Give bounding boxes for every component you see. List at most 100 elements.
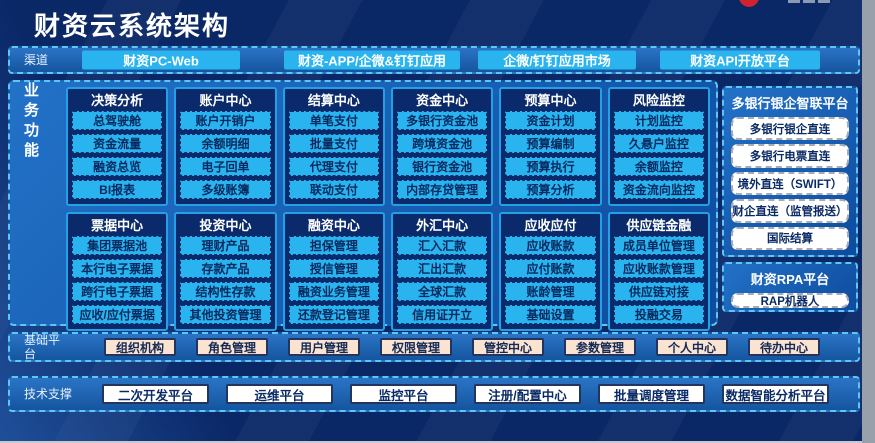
- channel-app-button[interactable]: 财资-APP/企微&钉钉应用: [284, 50, 460, 70]
- module-chip[interactable]: 预算执行: [505, 157, 596, 176]
- group-title: 应收应付: [524, 218, 577, 233]
- role-management-button[interactable]: 角色管理: [196, 338, 268, 356]
- module-chip[interactable]: 银行资金池: [397, 157, 488, 176]
- regulatory-link-item[interactable]: 财企直连（监管报送）: [731, 199, 849, 223]
- permission-management-button[interactable]: 权限管理: [380, 338, 452, 356]
- parameter-management-button[interactable]: 参数管理: [564, 338, 636, 356]
- channel-api-button[interactable]: 财资API开放平台: [660, 50, 820, 70]
- group-budget-center: 预算中心 资金计划 预算编制 预算执行 预算分析: [499, 87, 602, 206]
- base-platform-label: 基础平台: [24, 333, 61, 361]
- module-chip[interactable]: 结构性存款: [180, 282, 271, 301]
- module-chip[interactable]: 总驾驶舱: [72, 111, 163, 130]
- todo-center-button[interactable]: 待办中心: [748, 338, 820, 356]
- module-chip[interactable]: 账龄管理: [505, 282, 596, 301]
- ops-platform-button[interactable]: 运维平台: [226, 384, 333, 404]
- module-chip[interactable]: 内部存贷管理: [397, 180, 488, 199]
- module-chip[interactable]: 代理支付: [288, 157, 379, 176]
- dev-platform-button[interactable]: 二次开发平台: [102, 384, 209, 404]
- group-title: 决策分析: [91, 93, 144, 108]
- module-chip[interactable]: 汇出汇款: [397, 259, 488, 278]
- control-center-button[interactable]: 管控中心: [472, 338, 544, 356]
- group-title: 外汇中心: [416, 218, 469, 233]
- group-forex-center: 外汇中心 汇入汇款 汇出汇款 全球汇款 信用证开立: [391, 212, 494, 331]
- module-chip[interactable]: 信用证开立: [397, 305, 488, 324]
- module-chip[interactable]: 集团票据池: [72, 236, 163, 255]
- tech-support-label: 技术支撑: [24, 387, 73, 401]
- module-chip[interactable]: 单笔支付: [288, 111, 379, 130]
- module-chip[interactable]: 多级账簿: [180, 180, 271, 199]
- module-chip[interactable]: 存款产品: [180, 259, 271, 278]
- module-chip[interactable]: 电子回单: [180, 157, 271, 176]
- group-title: 供应链金融: [626, 218, 692, 233]
- module-chip[interactable]: 久悬户监控: [613, 134, 704, 153]
- module-chip[interactable]: 授信管理: [288, 259, 379, 278]
- registry-config-button[interactable]: 注册/配置中心: [474, 384, 581, 404]
- module-chip[interactable]: 本行电子票据: [72, 259, 163, 278]
- module-chip[interactable]: 账户开销户: [180, 111, 271, 130]
- user-management-button[interactable]: 用户管理: [288, 338, 360, 356]
- international-settlement-item[interactable]: 国际结算: [731, 226, 849, 251]
- module-chip[interactable]: 融资总览: [72, 157, 163, 176]
- business-functions-grid: 决策分析 总驾驶舱 资金流量 融资总览 BI报表 账户中心 账户开销户 余额明细…: [66, 87, 710, 331]
- module-chip[interactable]: 资金流向监控: [613, 180, 704, 199]
- module-chip[interactable]: 担保管理: [288, 236, 379, 255]
- module-chip[interactable]: 供应链对接: [613, 282, 704, 301]
- module-chip[interactable]: 资金流量: [72, 134, 163, 153]
- org-structure-button[interactable]: 组织机构: [104, 338, 176, 356]
- module-chip[interactable]: 计划监控: [613, 111, 704, 130]
- module-chip[interactable]: BI报表: [72, 180, 163, 199]
- data-analysis-platform-button[interactable]: 数据智能分析平台: [722, 384, 829, 404]
- module-chip[interactable]: 多银行资金池: [397, 111, 488, 130]
- module-chip[interactable]: 汇入汇款: [397, 236, 488, 255]
- right-edge-strip: [862, 0, 875, 443]
- channel-pc-web-button[interactable]: 财资PC-Web: [82, 50, 240, 70]
- module-chip[interactable]: 理财产品: [180, 236, 271, 255]
- module-chip[interactable]: 跨境资金池: [397, 134, 488, 153]
- swift-link-item[interactable]: 境外直连（SWIFT）: [731, 171, 849, 196]
- module-chip[interactable]: 还款登记管理: [288, 305, 379, 324]
- group-title: 账户中心: [199, 93, 252, 108]
- module-chip[interactable]: 应收账款管理: [613, 259, 704, 278]
- group-receivables-payables: 应收应付 应收账款 应付账款 账龄管理 基础设置: [499, 212, 602, 331]
- rpa-platform-panel: 财资RPA平台 RAP机器人: [722, 262, 858, 312]
- rpa-platform-title: 财资RPA平台: [750, 272, 830, 287]
- module-chip[interactable]: 应收/应付票据: [72, 305, 163, 324]
- monitor-platform-button[interactable]: 监控平台: [350, 384, 457, 404]
- personal-center-button[interactable]: 个人中心: [656, 338, 728, 356]
- module-chip[interactable]: 联动支付: [288, 180, 379, 199]
- base-platform-bar: 基础平台 组织机构 角色管理 用户管理 权限管理 管控中心 参数管理 个人中心 …: [8, 332, 860, 362]
- tech-support-buttons: 二次开发平台 运维平台 监控平台 注册/配置中心 批量调度管理 数据智能分析平台: [102, 384, 829, 404]
- base-platform-buttons: 组织机构 角色管理 用户管理 权限管理 管控中心 参数管理 个人中心 待办中心: [104, 338, 820, 356]
- module-chip[interactable]: 预算分析: [505, 180, 596, 199]
- module-chip[interactable]: 应收账款: [505, 236, 596, 255]
- module-chip[interactable]: 跨行电子票据: [72, 282, 163, 301]
- channel-bar-label: 渠道: [24, 53, 49, 67]
- module-chip[interactable]: 资金计划: [505, 111, 596, 130]
- group-investment-center: 投资中心 理财产品 存款产品 结构性存款 其他投资管理: [174, 212, 277, 331]
- module-chip[interactable]: 其他投资管理: [180, 305, 271, 324]
- batch-schedule-button[interactable]: 批量调度管理: [598, 384, 705, 404]
- bank-link-platform-panel: 多银行银企智联平台 多银行银企直连 多银行电票直连 境外直连（SWIFT） 财企…: [722, 86, 858, 257]
- module-chip[interactable]: 融资业务管理: [288, 282, 379, 301]
- bank-direct-link-item[interactable]: 多银行银企直连: [731, 117, 849, 141]
- group-title: 风险监控: [632, 93, 685, 108]
- business-functions-label: 业务功能: [22, 82, 39, 162]
- module-chip[interactable]: 全球汇款: [397, 282, 488, 301]
- module-chip[interactable]: 基础设置: [505, 305, 596, 324]
- rpa-robot-item[interactable]: RAP机器人: [731, 293, 849, 308]
- bottom-edge-strip: [0, 441, 862, 443]
- module-chip[interactable]: 余额监控: [613, 157, 704, 176]
- group-title: 融资中心: [307, 218, 360, 233]
- ebill-direct-link-item[interactable]: 多银行电票直连: [731, 144, 849, 168]
- group-account-center: 账户中心 账户开销户 余额明细 电子回单 多级账簿: [174, 87, 277, 206]
- module-chip[interactable]: 成员单位管理: [613, 236, 704, 255]
- group-title: 预算中心: [524, 93, 577, 108]
- module-chip[interactable]: 应付账款: [505, 259, 596, 278]
- module-chip[interactable]: 批量支付: [288, 134, 379, 153]
- channel-bar: 渠道 财资PC-Web 财资-APP/企微&钉钉应用 企微/钉钉应用市场 财资A…: [8, 46, 860, 74]
- module-chip[interactable]: 投融交易: [613, 305, 704, 324]
- module-chip[interactable]: 余额明细: [180, 134, 271, 153]
- channel-app-market-button[interactable]: 企微/钉钉应用市场: [478, 50, 636, 70]
- module-chip[interactable]: 预算编制: [505, 134, 596, 153]
